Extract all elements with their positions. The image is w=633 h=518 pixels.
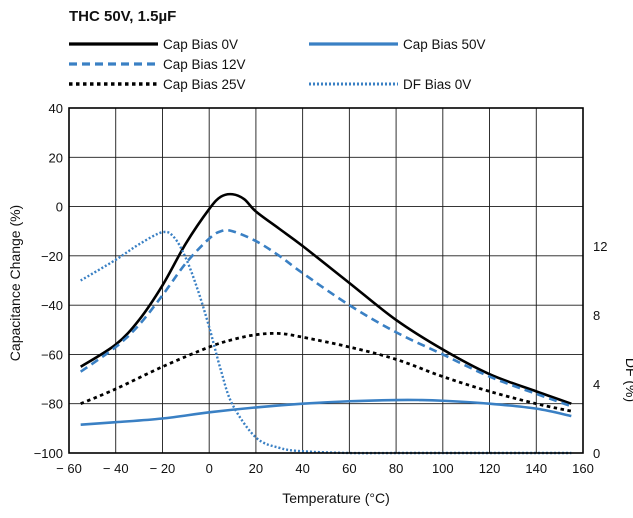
x-tick-label: 60 — [342, 461, 356, 476]
y-axis-label: Capacitance Change (%) — [7, 205, 23, 361]
y2-axis-label: DF (%) — [623, 358, 633, 402]
x-tick-label: − 40 — [103, 461, 129, 476]
legend-label-1: Cap Bias 0V — [163, 37, 238, 52]
x-tick-label: 80 — [389, 461, 403, 476]
y2-tick-label: 4 — [593, 377, 600, 392]
chart-title: THC 50V, 1.5µF — [69, 8, 176, 25]
x-tick-label: 20 — [249, 461, 263, 476]
y2-tick-labels: 0 4 8 12 — [593, 239, 607, 461]
x-tick-label: 140 — [525, 461, 547, 476]
y-tick-label: −80 — [41, 397, 63, 412]
legend-label-2: Cap Bias 12V — [163, 57, 246, 72]
plot-frame — [68, 107, 584, 454]
series-line-2 — [79, 228, 572, 408]
y2-tick-label: 12 — [593, 239, 607, 254]
x-tick-label: 100 — [432, 461, 454, 476]
y-tick-label: −60 — [41, 347, 63, 362]
x-tick-label: − 20 — [150, 461, 176, 476]
y2-tick-label: 0 — [593, 446, 600, 461]
y2-tick-label: 8 — [593, 308, 600, 323]
legend-label-4: Cap Bias 50V — [403, 37, 486, 52]
series-line-1 — [79, 192, 572, 405]
y-tick-label: −20 — [41, 249, 63, 264]
y-tick-label: −40 — [41, 298, 63, 313]
x-tick-label: 160 — [572, 461, 594, 476]
y-tick-label: 40 — [49, 101, 63, 116]
y-tick-label: 20 — [49, 150, 63, 165]
legend-label-5: DF Bias 0V — [403, 77, 471, 92]
x-tick-label: 40 — [295, 461, 309, 476]
x-tick-label: − 60 — [56, 461, 82, 476]
y-tick-labels: −100 −80 −60 −40 −20 0 20 40 — [34, 101, 63, 461]
series-line-3 — [80, 331, 572, 413]
y-tick-label: −100 — [34, 446, 63, 461]
x-tick-label: 0 — [206, 461, 213, 476]
legend: Cap Bias 0V Cap Bias 12V Cap Bias 25V Cap B… — [69, 37, 486, 92]
legend-label-3: Cap Bias 25V — [163, 77, 246, 92]
x-tick-label: 120 — [479, 461, 501, 476]
axes — [68, 107, 584, 454]
series-layer — [79, 192, 572, 455]
x-axis-label: Temperature (°C) — [282, 490, 390, 506]
x-tick-labels: − 60 − 40 − 20 0 20 40 60 80 100 120 140 160 — [56, 461, 594, 476]
series-line-4 — [80, 398, 572, 426]
y-tick-label: 0 — [56, 200, 63, 215]
